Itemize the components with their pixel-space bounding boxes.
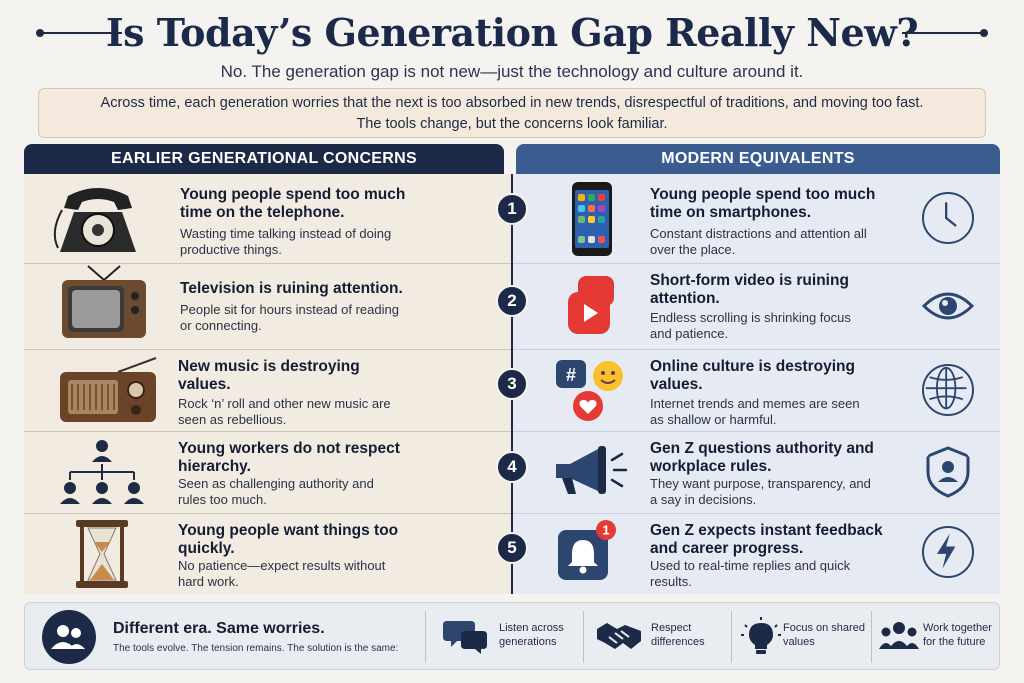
- svg-text:#: #: [566, 365, 576, 385]
- megaphone-icon: [556, 446, 628, 494]
- earlier-row-2-title: Television is ruining attention.: [180, 280, 403, 297]
- footer-item-focus-line2: values: [783, 636, 815, 648]
- people-icon: [42, 610, 96, 664]
- footer-item-focus: Focus on shared values: [783, 621, 865, 649]
- modern-row-2-desc: Endless scrolling is shrinking focus and…: [650, 310, 851, 341]
- row-number-4: 4: [496, 451, 528, 483]
- lightbulb-icon: [741, 617, 781, 654]
- title-ornament-right: [902, 29, 988, 37]
- modern-equivalents-panel: Young people spend too much time on smar…: [512, 174, 1000, 594]
- footer-item-focus-line1: Focus on shared: [783, 622, 865, 634]
- team-icon: [879, 622, 919, 649]
- smartphone-icon: [572, 182, 612, 256]
- telephone-icon: [53, 188, 136, 252]
- television-icon: [62, 265, 146, 338]
- title-ornament-left: [36, 29, 122, 37]
- notification-bell-icon: 1: [558, 520, 616, 580]
- earlier-concerns-panel: Young people spend too much time on the …: [24, 174, 512, 594]
- intro-line-1: Across time, each generation worries tha…: [100, 95, 924, 111]
- lightning-icon: [922, 526, 974, 578]
- globe-icon: [922, 364, 974, 416]
- hierarchy-icon: [60, 440, 144, 504]
- intro-box: Across time, each generation worries tha…: [38, 88, 986, 138]
- footer-item-respect-line1: Respect: [651, 622, 692, 634]
- speech-bubbles-icon: [443, 621, 487, 654]
- footer-item-listen-line2: generations: [499, 636, 557, 648]
- radio-icon: [60, 357, 157, 422]
- earlier-row-1-desc: Wasting time talking instead of doing pr…: [180, 226, 392, 257]
- modern-row-1-title: Young people spend too much time on smar…: [650, 186, 876, 221]
- modern-row-4-desc: They want purpose, transparency, and a s…: [650, 476, 871, 507]
- row-number-1: 1: [496, 193, 528, 225]
- footer-separator: [731, 611, 732, 663]
- hourglass-icon: [76, 520, 128, 588]
- modern-row-1-desc: Constant distractions and attention all …: [650, 226, 867, 257]
- footer-separator: [583, 611, 584, 663]
- shield-user-icon: [926, 446, 970, 498]
- earlier-row-5-title: Young people want things too quickly.: [178, 522, 399, 557]
- footer-title: Different era. Same worries.: [113, 620, 325, 637]
- clock-icon: [922, 192, 974, 244]
- modern-row-3-desc: Internet trends and memes are seen as sh…: [650, 396, 860, 427]
- earlier-row-4-title: Young workers do not respect hierarchy.: [178, 440, 400, 475]
- row-number-3: 3: [496, 368, 528, 400]
- page-subtitle: No. The generation gap is not new—just t…: [220, 62, 804, 81]
- modern-row-1: Young people spend too much time on smar…: [512, 174, 1000, 264]
- footer-subtitle: The tools evolve. The tension remains. T…: [113, 643, 399, 654]
- modern-row-3: # Online culture is destroying values. I…: [512, 350, 1000, 432]
- row-number-5: 5: [496, 532, 528, 564]
- left-column-heading: EARLIER GENERATIONAL CONCERNS: [24, 144, 504, 174]
- footer-item-together-line1: Work together: [923, 622, 992, 634]
- footer-item-listen: Listen across generations: [499, 621, 564, 649]
- intro-line-2: The tools change, but the concerns look …: [356, 116, 668, 132]
- footer-item-respect: Respect differences: [651, 621, 705, 649]
- modern-row-3-title: Online culture is destroying values.: [650, 358, 855, 393]
- page-title: Is Today’s Generation Gap Really New?: [105, 9, 919, 55]
- earlier-row-4-desc: Seen as challenging authority and rules …: [178, 476, 374, 507]
- earlier-row-3-desc: Rock ‘n’ roll and other new music are se…: [178, 396, 391, 427]
- modern-row-2: Short-form video is ruining attention. E…: [512, 264, 1000, 350]
- footer-item-listen-line1: Listen across: [499, 622, 564, 634]
- title-row: Is Today’s Generation Gap Really New?: [0, 6, 1024, 58]
- footer-separator: [871, 611, 872, 663]
- footer-separator: [425, 611, 426, 663]
- handshake-icon: [597, 623, 641, 649]
- earlier-row-5-desc: No patience—expect results without hard …: [178, 558, 386, 589]
- footer-item-together: Work together for the future: [923, 621, 992, 649]
- modern-row-5-desc: Used to real-time replies and quick resu…: [650, 558, 851, 589]
- eye-icon: [922, 292, 974, 320]
- modern-row-4-title: Gen Z questions authority and workplace …: [650, 440, 874, 475]
- earlier-row-2: Television is ruining attention. People …: [24, 264, 512, 350]
- earlier-row-5: Young people want things too quickly. No…: [24, 514, 512, 594]
- footer-item-together-line2: for the future: [923, 636, 986, 648]
- earlier-row-1: Young people spend too much time on the …: [24, 174, 512, 264]
- earlier-row-4: Young workers do not respect hierarchy. …: [24, 432, 512, 514]
- notification-count: 1: [602, 523, 609, 538]
- right-column-heading: MODERN EQUIVALENTS: [516, 144, 1000, 174]
- earlier-row-3-title: New music is destroying values.: [178, 358, 360, 393]
- footer-bar: Different era. Same worries. The tools e…: [24, 602, 1000, 670]
- modern-row-2-title: Short-form video is ruining attention.: [650, 272, 849, 307]
- footer-item-respect-line2: differences: [651, 636, 705, 648]
- earlier-row-2-desc: People sit for hours instead of reading …: [180, 302, 399, 333]
- earlier-row-3: New music is destroying values. Rock ‘n’…: [24, 350, 512, 432]
- row-number-2: 2: [496, 285, 528, 317]
- modern-row-5: 1 Gen Z expects instant feedback and car…: [512, 514, 1000, 594]
- modern-row-4: Gen Z questions authority and workplace …: [512, 432, 1000, 514]
- social-media-icon: #: [556, 360, 623, 421]
- modern-row-5-title: Gen Z expects instant feedback and caree…: [650, 522, 883, 557]
- earlier-row-1-title: Young people spend too much time on the …: [180, 186, 406, 221]
- short-video-icon: [568, 276, 614, 334]
